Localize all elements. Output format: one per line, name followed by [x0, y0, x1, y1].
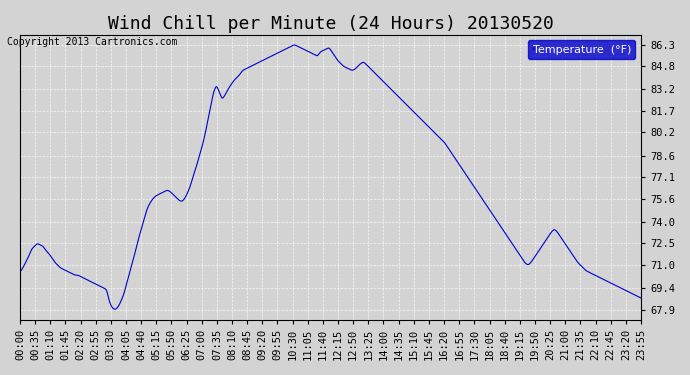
Text: Copyright 2013 Cartronics.com: Copyright 2013 Cartronics.com — [7, 37, 177, 47]
Legend: Temperature  (°F): Temperature (°F) — [528, 40, 635, 59]
Title: Wind Chill per Minute (24 Hours) 20130520: Wind Chill per Minute (24 Hours) 2013052… — [108, 15, 553, 33]
